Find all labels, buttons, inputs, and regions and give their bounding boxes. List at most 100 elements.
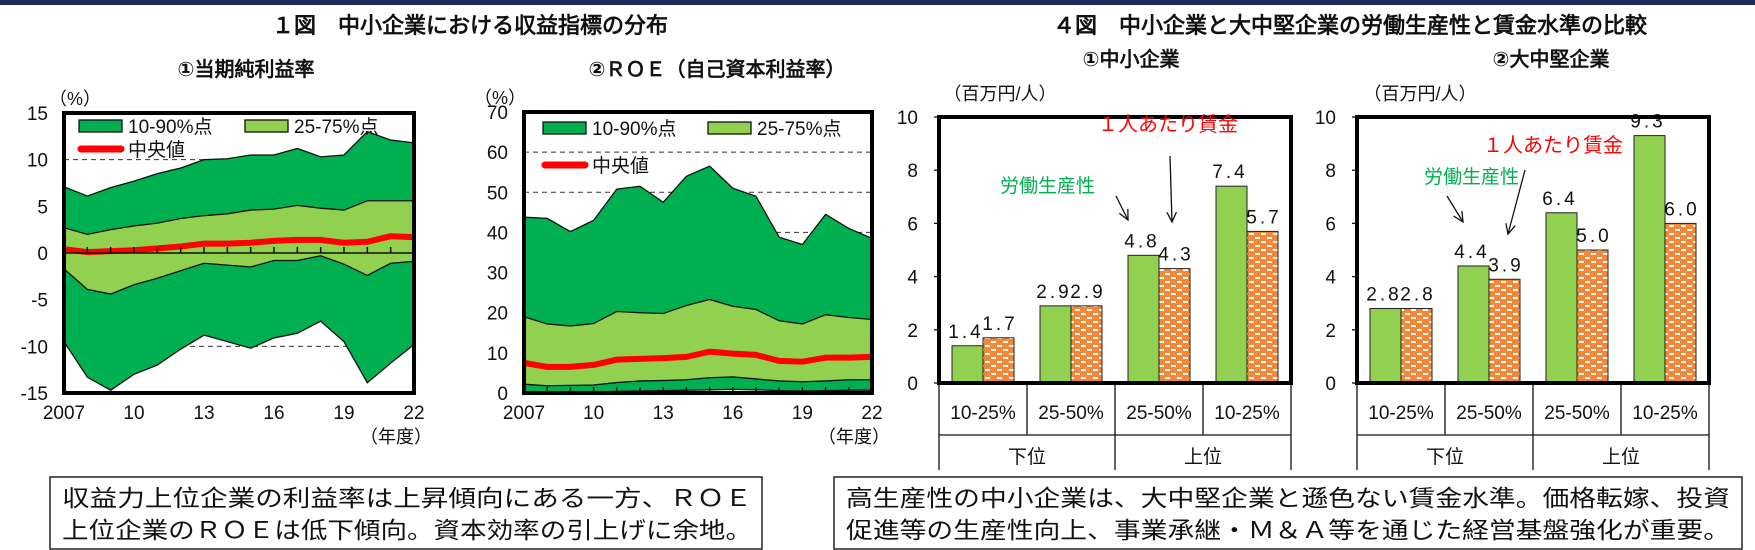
x-tick-label: 22 [861,403,882,424]
bar-wage [1576,249,1609,384]
y-tick-label: 4 [1325,268,1336,289]
y-tick-label: 40 [487,223,508,244]
plot-frame [1355,115,1711,385]
bar-wage [1488,278,1521,384]
figure1-note-line: 上位企業のＲＯＥは低下傾向。資本効率の引上げに余地。 [62,517,752,543]
x-category-label: 10-25% [1214,403,1280,424]
y-tick-label: 5 [37,197,48,218]
bar-value-label: 2.9 [1036,282,1071,303]
legend-label: 中央値 [592,155,649,177]
figure1-title: １図 中小企業における収益指標の分布 [272,13,668,38]
figure1-note-box: 収益力上位企業の利益率は上昇傾向にある一方、ＲＯＥ 上位企業のＲＯＥは低下傾向。… [49,476,763,550]
bar-value-label: 6.0 [1664,199,1699,220]
series-label-wage: １人あたり賃金 [1098,113,1238,136]
group-label: 下位 [1426,446,1464,468]
x-tick-label: 22 [403,403,424,424]
x-tick-label: 13 [193,403,214,424]
band-10-90-upper-line [523,165,873,246]
bar-chart-2: ②大中堅企業 （百万円/人） 10 8 6 4 2 0 2.82.8 10-25% 4.43.9 25… [1315,47,1711,470]
y-axis-unit: （百万円/人） [943,84,1056,104]
legend-label: 中央値 [128,139,185,161]
x-tick-label: 19 [792,403,813,424]
group-label: 上位 [1184,446,1222,468]
chart-title: ②ＲＯＥ（自己資本利益率） [589,57,846,81]
bar-wage [1246,230,1279,384]
y-tick-label: 2 [907,321,918,342]
x-tick-label: 16 [263,403,284,424]
y-tick-label: 15 [27,104,48,125]
band-25-75-lower-line [63,255,415,295]
y-tick-label: 30 [487,264,508,285]
bar-value-label: 3.9 [1488,255,1523,276]
y-tick-label: 8 [907,161,918,182]
y-tick-label: 10 [487,344,508,365]
band-25-75-lower-line [523,376,872,387]
y-tick-label: -15 [21,384,48,405]
bar-value-label: 1.4 [948,322,983,343]
arrow-icon [1446,195,1464,223]
arrow-head-icon [1505,223,1516,236]
y-tick-label: 6 [1325,214,1336,235]
legend-swatch-10-90 [542,121,587,135]
median-line [523,348,873,370]
series-label-productivity: 労働生産性 [1424,166,1519,188]
bar-value-label: 9.3 [1630,112,1665,133]
y-tick-label: 0 [1325,374,1336,395]
x-category-label: 25-50% [1456,403,1522,424]
bar-value-label: 2.8 [1400,285,1435,306]
y-tick-label: 10 [1315,108,1336,129]
bar-value-label: 1.7 [982,314,1017,335]
y-tick-label: 6 [907,214,918,235]
x-tick-label: 16 [722,403,743,424]
x-category-label: 10-25% [1368,403,1434,424]
x-category-label: 25-50% [1126,403,1192,424]
bar-productivity [951,345,984,384]
y-tick-label: 20 [487,304,508,325]
y-tick-label: -10 [21,337,48,358]
bar-wage [1400,308,1433,384]
y-axis-unit: （%） [474,88,526,108]
legend-label: 10-90%点 [592,118,677,140]
x-category-label: 10-25% [1632,403,1698,424]
x-axis-unit: （年度） [360,427,432,447]
band-25-75-upper-line [523,298,873,327]
group-label: 下位 [1008,446,1046,468]
bar-productivity [1215,185,1248,384]
legend-label: 25-75%点 [294,116,379,138]
legend-swatch-10-90 [78,119,123,133]
top-rule [0,0,1755,5]
arrow-icon [1169,155,1173,223]
arrow-icon [1115,195,1129,221]
y-tick-label: -5 [31,291,48,312]
y-tick-label: 50 [487,183,508,204]
plot-frame [937,115,1293,385]
legend-label: 10-90%点 [128,116,213,138]
bar-productivity [1545,212,1578,384]
band-25-75-upper-line [63,200,414,236]
bar-wage [1664,222,1697,384]
band-10-90-lower-line [63,320,415,391]
figure4-note-line: 促進等の生産性向上、事業承継・Ｍ＆Ａ等を通じた経営基盤強化が重要。 [846,517,1730,543]
x-tick-label: 10 [123,403,144,424]
x-tick-label: 2007 [43,403,85,424]
chart-title: ①中小企業 [1083,47,1181,71]
bar-wage [1158,268,1191,384]
bar-wage [1070,305,1103,384]
band-10-90-upper-line [63,130,415,197]
chart-title: ②大中堅企業 [1493,47,1611,71]
bar-productivity [1633,135,1666,384]
bar-productivity [1039,305,1072,384]
bar-value-label: 2.8 [1366,285,1401,306]
bar-value-label: 4.8 [1124,231,1159,252]
y-tick-label: 70 [487,103,508,124]
bar-value-label: 4.3 [1158,245,1193,266]
y-tick-label: 4 [907,268,918,289]
figure4-note-line: 高生産性の中小企業は、大中堅企業と遜色ない賃金水準。価格転嫁、投資 [846,485,1730,511]
x-tick-label: 2007 [503,403,545,424]
bar-value-label: 6.4 [1542,189,1577,210]
bar-value-label: 2.9 [1070,282,1105,303]
